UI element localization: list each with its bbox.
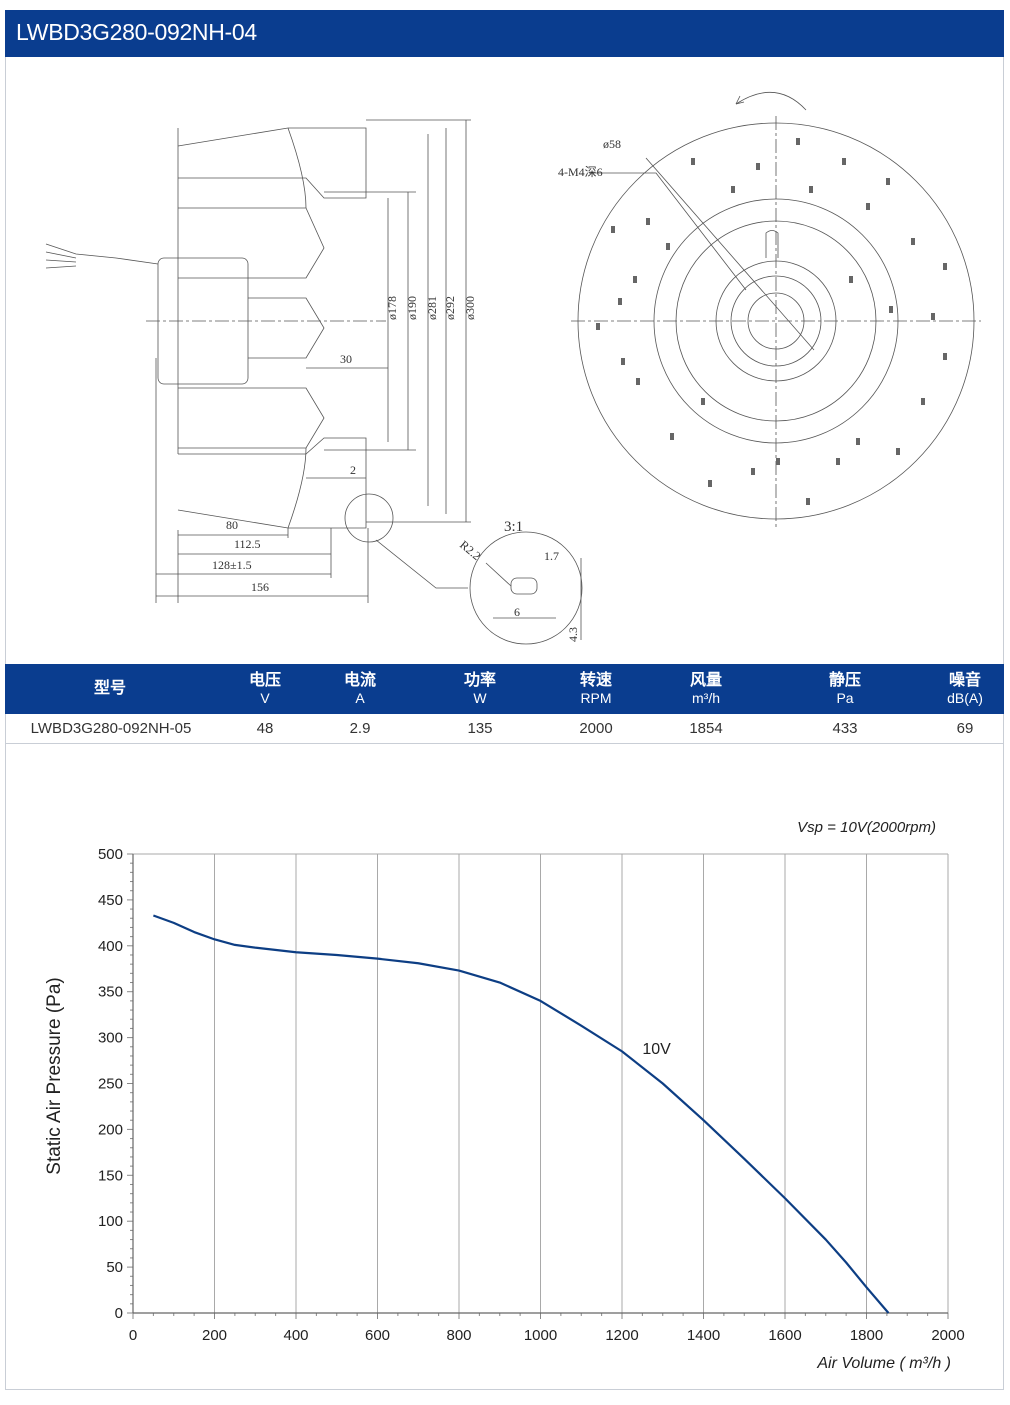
dim-screws: 4-M4深6 bbox=[558, 165, 603, 179]
chart-x-label: Air Volume ( m³/h ) bbox=[816, 1355, 951, 1372]
x-tick-label: 1000 bbox=[524, 1327, 557, 1344]
detail-1-7: 1.7 bbox=[544, 549, 559, 563]
y-tick-label: 0 bbox=[115, 1305, 123, 1322]
y-tick-label: 400 bbox=[98, 938, 123, 955]
spec-table-header: 型号 电压 V 电流 A 功率 W 转速 RPM 风量 m³/h 静压 Pa 噪音 dB(A) bbox=[5, 664, 1004, 714]
col-speed: 转速 RPM bbox=[579, 671, 612, 706]
cell-current: 2.9 bbox=[349, 720, 371, 737]
chart-series: 10V bbox=[153, 914, 890, 1314]
dim-156: 156 bbox=[251, 580, 269, 594]
dim-d58: ø58 bbox=[603, 137, 621, 151]
cell-model: LWBD3G280-092NH-05 bbox=[30, 720, 192, 737]
dim-d300: ø300 bbox=[463, 296, 477, 320]
detail-scale: 3:1 bbox=[504, 519, 523, 535]
x-tick-label: 600 bbox=[365, 1327, 390, 1344]
dim-d178: ø178 bbox=[385, 296, 399, 320]
y-tick-label: 350 bbox=[98, 984, 123, 1001]
x-tick-label: 1400 bbox=[687, 1327, 720, 1344]
cell-airflow: 1854 bbox=[689, 720, 723, 737]
dim-d281: ø281 bbox=[425, 296, 439, 320]
col-airflow: 风量 m³/h bbox=[689, 671, 722, 706]
dim-80: 80 bbox=[226, 518, 238, 532]
y-tick-label: 500 bbox=[98, 846, 123, 863]
col-voltage: 电压 V bbox=[248, 671, 281, 706]
cell-power: 135 bbox=[467, 720, 493, 737]
cell-voltage: 48 bbox=[256, 720, 274, 737]
x-tick-label: 0 bbox=[129, 1327, 137, 1344]
col-current: 电流 A bbox=[343, 671, 376, 706]
cell-speed: 2000 bbox=[579, 720, 613, 737]
detail-r: R2.2 bbox=[457, 538, 484, 564]
rotation-arrow bbox=[735, 92, 807, 111]
cell-noise: 69 bbox=[956, 720, 974, 737]
spec-table-row: LWBD3G280-092NH-05 48 2.9 135 2000 1854 … bbox=[5, 714, 1004, 744]
series-line-10v bbox=[153, 914, 890, 1314]
performance-chart: 0 50 100 150 200 250 300 350 400 450 500 0 200 400 600… bbox=[44, 819, 965, 1372]
dim-d292: ø292 bbox=[443, 296, 457, 320]
cell-pressure: 433 bbox=[832, 720, 858, 737]
technical-drawing: ø178 ø190 ø281 ø292 ø300 30 2 80 112.5 1… bbox=[45, 92, 981, 645]
title-bar: LWBD3G280-092NH-04 bbox=[5, 10, 1004, 57]
y-tick-label: 250 bbox=[98, 1076, 123, 1093]
dim-30: 30 bbox=[340, 352, 352, 366]
y-tick-label: 200 bbox=[98, 1121, 123, 1138]
x-tick-label: 800 bbox=[446, 1327, 471, 1344]
x-tick-label: 1800 bbox=[850, 1327, 883, 1344]
chart-grid bbox=[133, 853, 949, 1313]
y-tick-label: 100 bbox=[98, 1213, 123, 1230]
y-tick-label: 50 bbox=[106, 1259, 123, 1276]
y-tick-label: 150 bbox=[98, 1167, 123, 1184]
detail-view bbox=[469, 531, 583, 645]
y-tick-label: 450 bbox=[98, 892, 123, 909]
page-title: LWBD3G280-092NH-04 bbox=[16, 19, 257, 45]
y-tick-label: 300 bbox=[98, 1030, 123, 1047]
dim-128: 128±1.5 bbox=[212, 558, 252, 572]
col-noise: 噪音 dB(A) bbox=[947, 671, 983, 706]
col-model: 型号 bbox=[93, 680, 126, 697]
x-tick-label: 200 bbox=[202, 1327, 227, 1344]
x-tick-label: 1200 bbox=[605, 1327, 638, 1344]
chart-y-label: Static Air Pressure (Pa) bbox=[44, 977, 65, 1174]
chart-ticks: 0 50 100 150 200 250 300 350 400 450 500 0 200 400 600… bbox=[98, 846, 965, 1344]
series-label-10v: 10V bbox=[642, 1041, 671, 1058]
chart-annotation: Vsp = 10V(2000rpm) bbox=[797, 819, 936, 836]
detail-marker bbox=[344, 493, 394, 543]
x-tick-label: 2000 bbox=[931, 1327, 964, 1344]
detail-4-3: 4.3 bbox=[566, 627, 580, 642]
dim-d190: ø190 bbox=[405, 296, 419, 320]
dim-2: 2 bbox=[350, 463, 356, 477]
col-pressure: 静压 Pa bbox=[828, 671, 861, 706]
blade-slots bbox=[596, 138, 947, 505]
col-power: 功率 W bbox=[463, 671, 496, 706]
x-tick-label: 400 bbox=[283, 1327, 308, 1344]
chart-axes bbox=[132, 854, 948, 1314]
wire-bundle bbox=[45, 243, 159, 269]
dim-112-5: 112.5 bbox=[234, 537, 261, 551]
x-tick-label: 1600 bbox=[768, 1327, 801, 1344]
detail-6: 6 bbox=[514, 605, 520, 619]
